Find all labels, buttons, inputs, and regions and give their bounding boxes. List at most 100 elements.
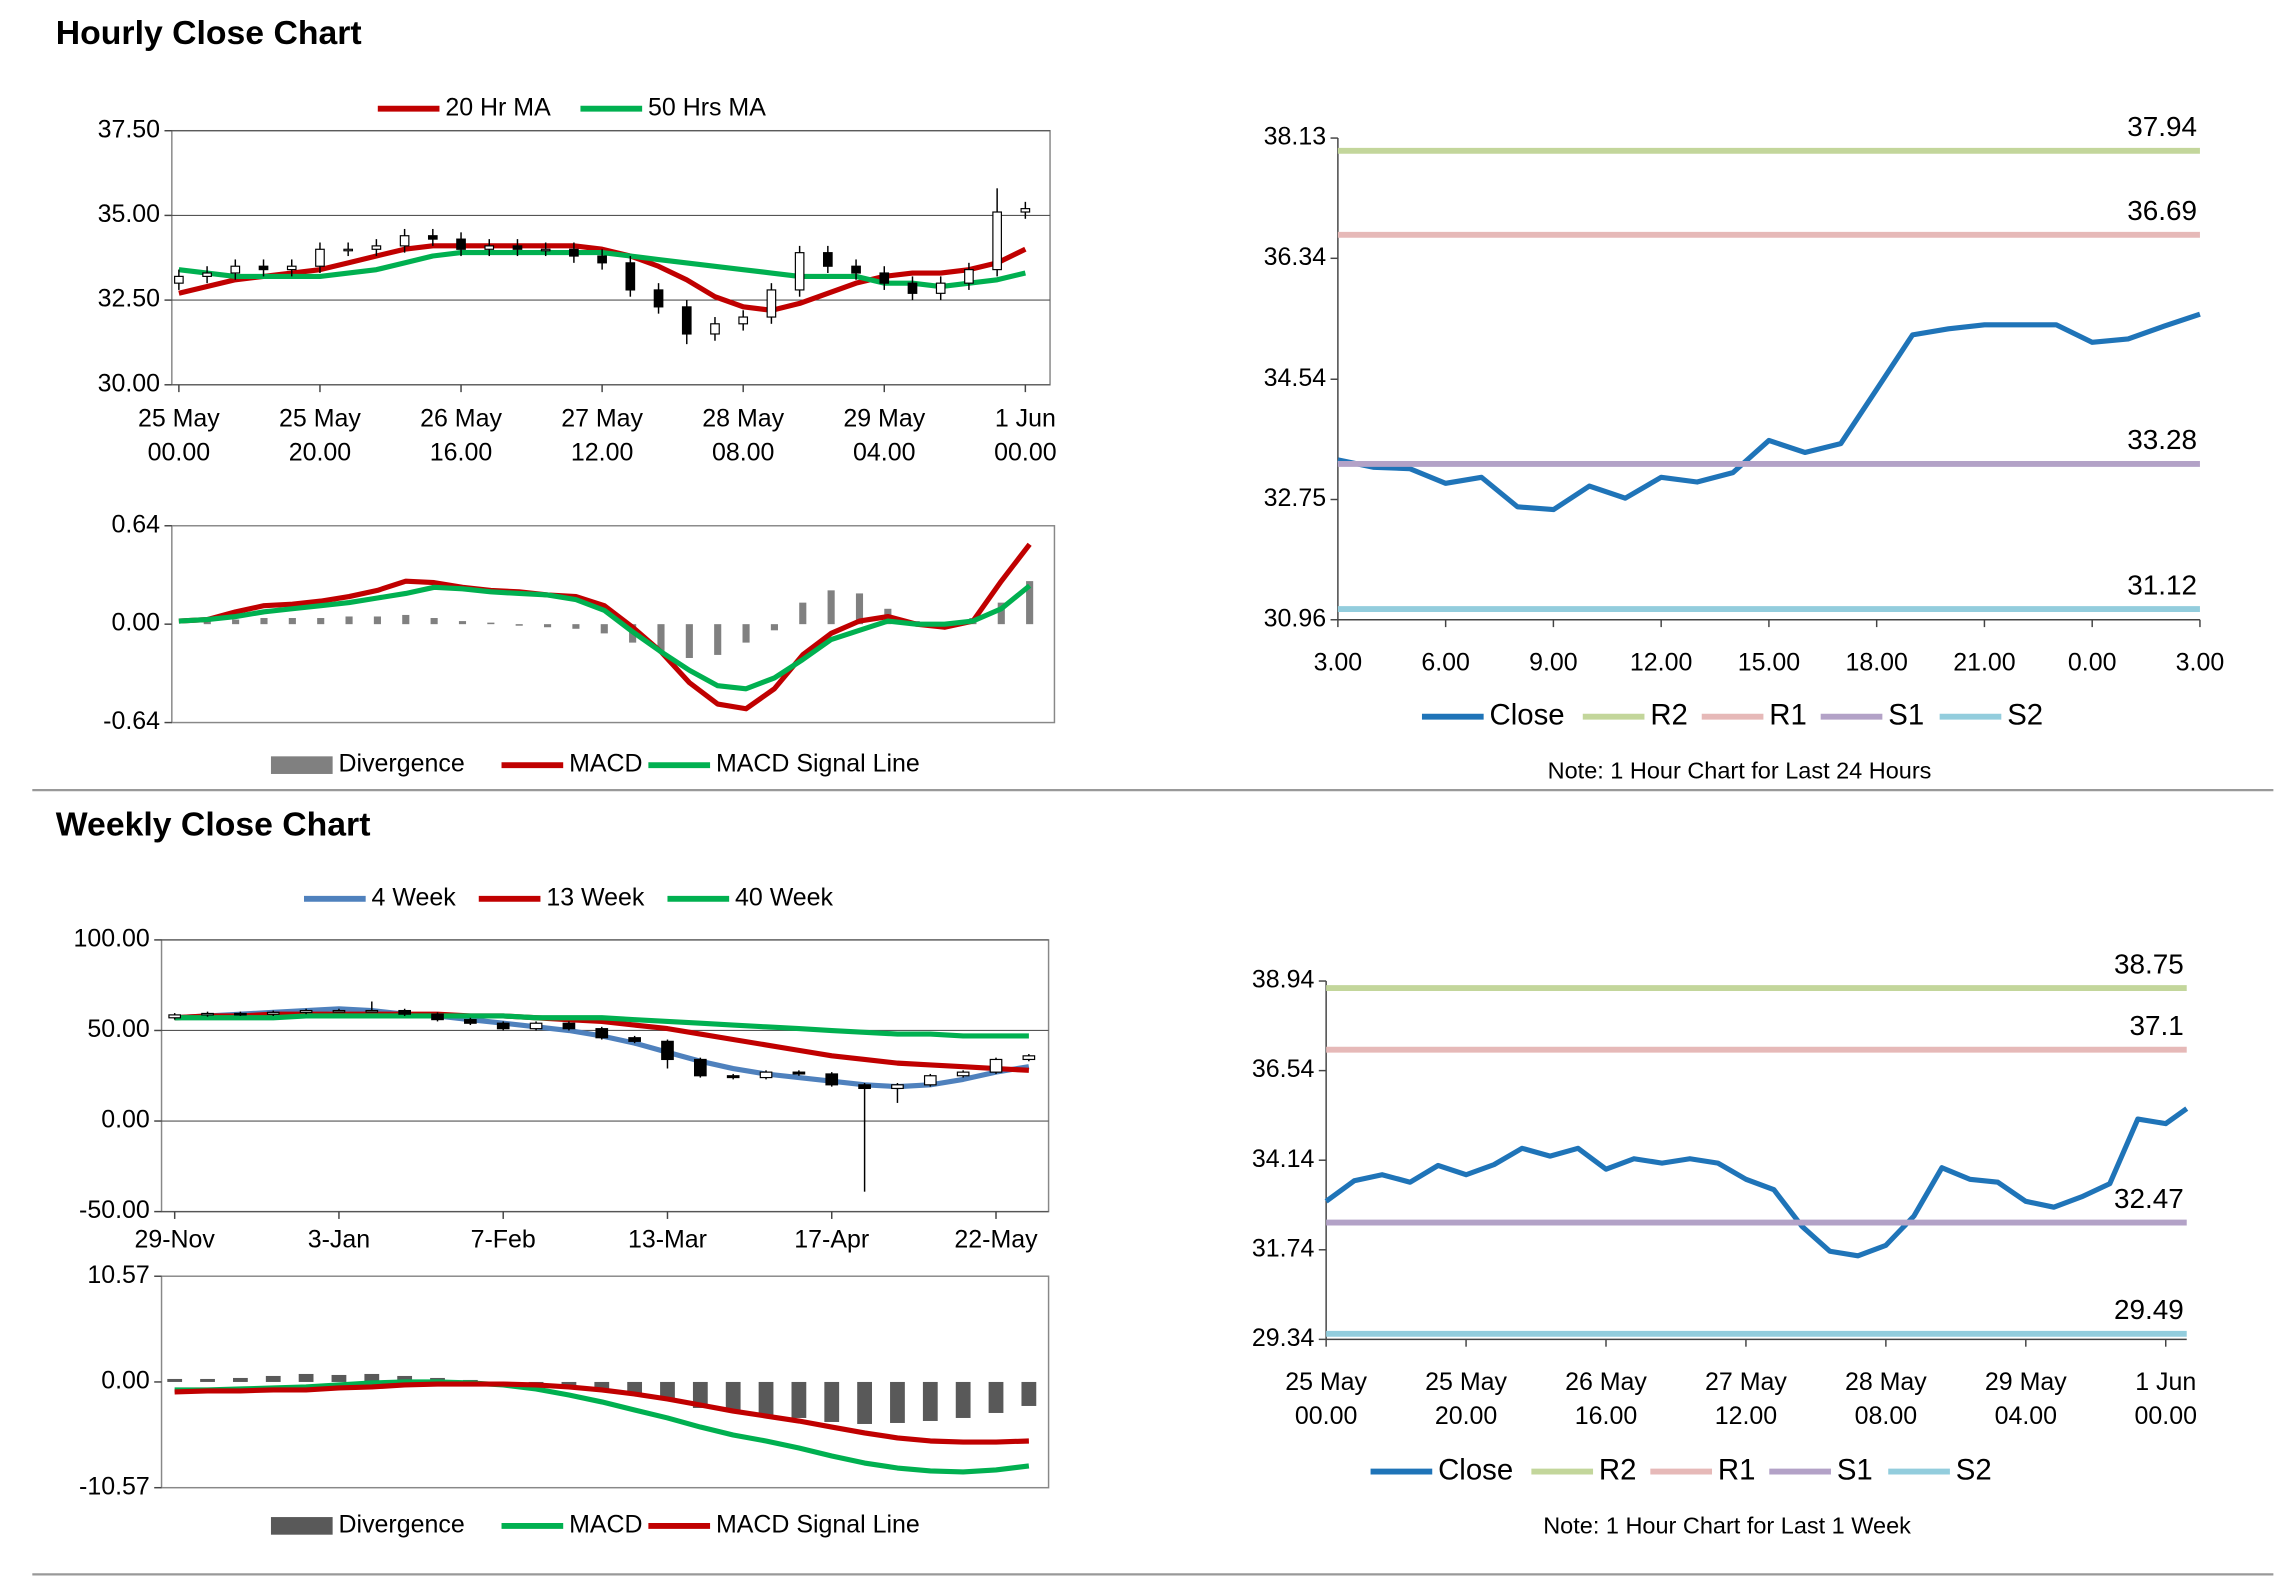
x-tick-label: 21.00 bbox=[1953, 648, 2015, 676]
bar bbox=[824, 1381, 840, 1422]
legend-label: MACD Signal Line bbox=[716, 1510, 920, 1538]
bar bbox=[203, 621, 211, 625]
x-tick-label: 12.00 bbox=[1630, 648, 1692, 676]
bar bbox=[1021, 1381, 1037, 1406]
bar bbox=[890, 1381, 905, 1423]
legend-label: Close bbox=[1438, 1453, 1513, 1486]
legend-label: 4 Week bbox=[372, 883, 457, 911]
candle-body bbox=[766, 289, 777, 318]
x-tick-label: 16.00 bbox=[1575, 1402, 1637, 1430]
bar bbox=[922, 1381, 938, 1421]
candle-body bbox=[286, 265, 297, 271]
candle-body bbox=[1022, 1055, 1036, 1061]
bar bbox=[331, 1374, 347, 1382]
series-line bbox=[174, 1379, 1030, 1475]
x-tick-label: 00.00 bbox=[148, 438, 210, 466]
x-tick-label: 00.00 bbox=[994, 438, 1056, 466]
bar bbox=[770, 624, 778, 631]
candle-body bbox=[1020, 208, 1031, 213]
y-tick-label: 36.34 bbox=[1264, 243, 1327, 271]
section-title: Hourly Close Chart bbox=[56, 14, 362, 52]
x-tick-label: 04.00 bbox=[1995, 1402, 2057, 1430]
note: Note: 1 Hour Chart for Last 24 Hours bbox=[1548, 758, 1932, 784]
candle-body bbox=[792, 1071, 806, 1075]
x-tick-label: 7-Feb bbox=[471, 1226, 536, 1254]
series-line bbox=[1324, 1106, 2189, 1259]
candle-body bbox=[992, 211, 1002, 271]
candle-body bbox=[174, 275, 184, 284]
legend-label: R2 bbox=[1650, 698, 1688, 731]
x-tick-label: 04.00 bbox=[853, 438, 915, 466]
y-tick-label: 0.00 bbox=[101, 1367, 150, 1395]
candle-body bbox=[512, 245, 523, 250]
bar bbox=[997, 602, 1005, 625]
candle-body bbox=[726, 1075, 740, 1079]
legend-label: R1 bbox=[1769, 698, 1807, 731]
note: Note: 1 Hour Chart for Last 1 Week bbox=[1543, 1513, 1911, 1539]
y-tick-label: 50.00 bbox=[87, 1015, 149, 1043]
level-label: 38.75 bbox=[2114, 948, 2184, 979]
x-tick-label: 20.00 bbox=[289, 438, 351, 466]
legend-label: 50 Hrs MA bbox=[648, 93, 766, 121]
x-tick-label: 3-Jan bbox=[308, 1226, 370, 1254]
candle-body bbox=[540, 248, 551, 252]
candle-body bbox=[759, 1071, 773, 1079]
x-tick-label: 28 May bbox=[702, 405, 784, 433]
candle-body bbox=[956, 1071, 970, 1077]
legend-label: MACD bbox=[569, 1510, 642, 1538]
candle-body bbox=[794, 252, 805, 291]
level-label: 29.49 bbox=[2114, 1294, 2184, 1325]
series-line bbox=[174, 1381, 1029, 1445]
x-tick-label: 13-Mar bbox=[628, 1226, 707, 1254]
x-tick-label: 00.00 bbox=[2135, 1402, 2197, 1430]
bar bbox=[988, 1381, 1004, 1413]
candle-body bbox=[266, 1011, 280, 1015]
y-tick-label: 30.96 bbox=[1264, 604, 1326, 632]
candle-body bbox=[935, 282, 946, 294]
x-tick-label: 29 May bbox=[1985, 1368, 2067, 1396]
bar bbox=[167, 1378, 183, 1382]
candle-body bbox=[371, 245, 382, 250]
x-tick-label: 22-May bbox=[954, 1226, 1038, 1254]
x-tick-label: 25 May bbox=[1425, 1368, 1507, 1396]
level-label: 36.69 bbox=[2127, 195, 2197, 226]
y-tick-label: 36.54 bbox=[1252, 1055, 1315, 1083]
x-tick-label: 6.00 bbox=[1421, 648, 1470, 676]
legend-swatch bbox=[270, 1517, 333, 1535]
legend-label: MACD Signal Line bbox=[716, 750, 920, 778]
x-tick-label: 20.00 bbox=[1435, 1402, 1497, 1430]
x-tick-label: 16.00 bbox=[430, 438, 492, 466]
y-tick-label: 30.00 bbox=[98, 369, 160, 397]
x-tick-label: 1 Jun bbox=[2135, 1368, 2196, 1396]
bar bbox=[397, 1375, 413, 1382]
bar bbox=[288, 618, 296, 625]
candle-body bbox=[168, 1014, 182, 1019]
x-tick-label: 08.00 bbox=[712, 438, 774, 466]
series-line bbox=[178, 583, 1032, 692]
y-tick-label: 10.57 bbox=[87, 1261, 149, 1289]
bar bbox=[373, 616, 381, 625]
candle-body bbox=[597, 255, 607, 264]
bar bbox=[402, 614, 410, 625]
candle-body bbox=[562, 1022, 576, 1030]
bar bbox=[232, 619, 240, 625]
bar bbox=[855, 593, 864, 625]
bar bbox=[345, 616, 353, 625]
candle-body bbox=[496, 1022, 510, 1030]
x-tick-label: 28 May bbox=[1845, 1368, 1927, 1396]
candle-body bbox=[989, 1058, 1003, 1073]
candle-body bbox=[823, 252, 833, 267]
legend-label: R2 bbox=[1599, 1453, 1637, 1486]
legend-label: Divergence bbox=[339, 750, 465, 778]
bar bbox=[600, 624, 608, 634]
candle-body bbox=[332, 1009, 346, 1013]
section-title: Weekly Close Chart bbox=[56, 806, 371, 844]
series-line bbox=[178, 542, 1032, 712]
legend-label: R1 bbox=[1718, 1453, 1756, 1486]
bar bbox=[317, 618, 325, 625]
legend-label: Divergence bbox=[339, 1510, 465, 1538]
x-tick-label: 27 May bbox=[1705, 1368, 1787, 1396]
candle-body bbox=[258, 265, 269, 271]
x-tick-label: 25 May bbox=[1285, 1368, 1367, 1396]
